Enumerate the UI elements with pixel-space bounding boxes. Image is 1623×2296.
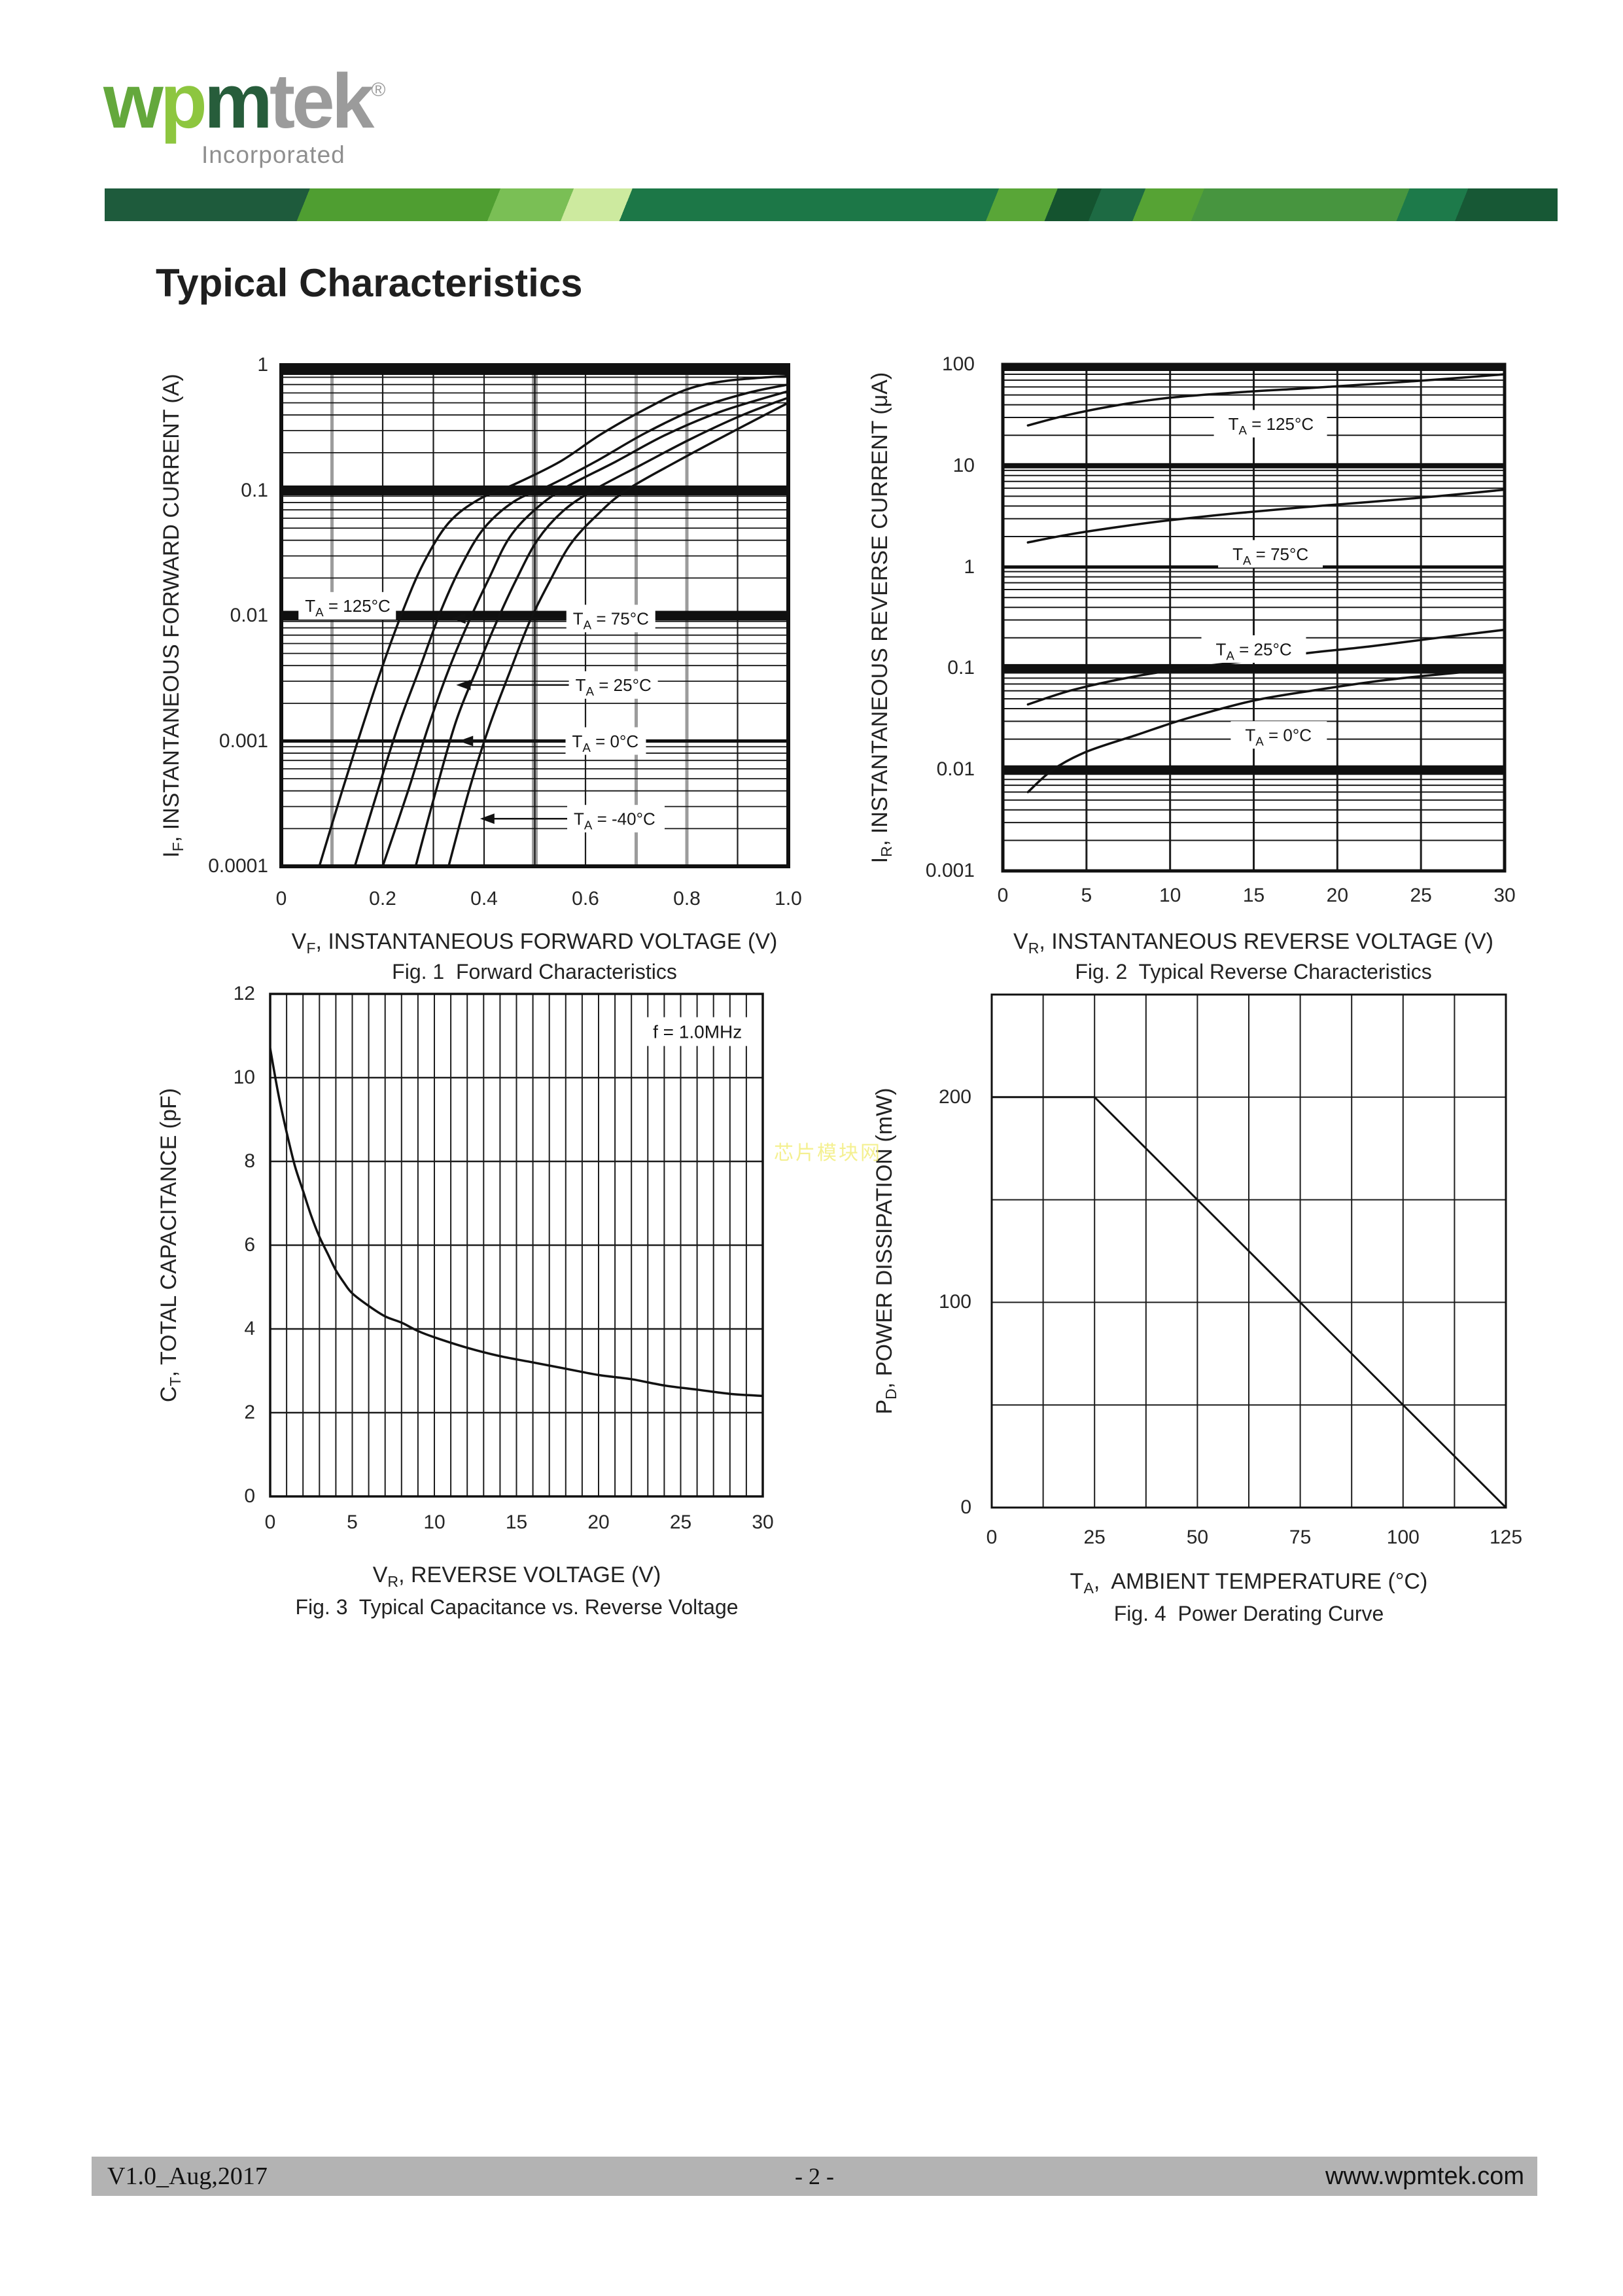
fig4-caption: Fig. 4 Power Derating Curve [1113, 1602, 1384, 1625]
fig1-label-4: TA = -40°C [574, 809, 655, 832]
fig1-curve-2 [381, 390, 788, 866]
fig3-x-tick: 10 [423, 1511, 445, 1533]
fig3-y-tick: 0 [244, 1485, 255, 1507]
fig2-plot: TA = 125°C TA = 75°C TA = 25°C TA = 0°C [1001, 362, 1507, 873]
fig2-curve-1 [1026, 488, 1505, 544]
fig1-y-tick: 1 [257, 354, 268, 376]
fig3-y-tick: 10 [233, 1067, 255, 1088]
fig2-curve-0 [1026, 373, 1505, 427]
header-banner [105, 188, 1558, 221]
fig2-x-tick: 30 [1493, 885, 1516, 906]
fig4-x-tick: 0 [986, 1527, 998, 1548]
logo-letter-p: p [160, 58, 207, 145]
footer-page-number: - 2 - [795, 2163, 834, 2189]
fig1-y-tick: 0.1 [241, 479, 268, 501]
fig2-curve-3 [1026, 667, 1505, 794]
fig3-label-0: f = 1.0MHz [653, 1022, 742, 1042]
fig1-x-axis-title: VF, INSTANTANEOUS FORWARD VOLTAGE (V) [291, 929, 778, 957]
fig2-y-tick: 0.001 [925, 860, 975, 881]
logo-subtitle: Incorporated [201, 141, 345, 168]
fig2-x-tick: 5 [1081, 885, 1092, 906]
fig3-y-tick: 4 [244, 1318, 255, 1339]
fig4-x-tick: 75 [1289, 1527, 1312, 1548]
fig4-curve-0 [992, 1096, 1506, 1508]
fig1-label-2: TA = 25°C [576, 675, 652, 698]
fig3-x-tick: 25 [669, 1511, 692, 1533]
registered-mark-icon: ® [371, 79, 386, 101]
fig1-x-tick: 0 [275, 888, 287, 910]
fig4-x-axis-title: TA, AMBIENT TEMPERATURE (°C) [1070, 1569, 1428, 1597]
fig1-curve-4 [447, 401, 788, 866]
fig3-x-axis-title: VR, REVERSE VOLTAGE (V) [372, 1563, 661, 1590]
fig1-label-3: TA = 0°C [572, 732, 639, 754]
fig3-curve-0 [270, 1047, 763, 1398]
fig2-x-tick: 15 [1242, 885, 1265, 906]
fig2-label-0: TA = 125°C [1229, 414, 1314, 437]
fig4-y-axis-title: PD, POWER DISSIPATION (mW) [872, 1087, 899, 1415]
fig1-y-tick: 0.01 [230, 605, 268, 626]
fig4-x-tick: 50 [1186, 1527, 1209, 1548]
watermark-text: 芯片模块网 [774, 1142, 882, 1164]
fig2-x-axis-title: VR, INSTANTANEOUS REVERSE VOLTAGE (V) [1013, 929, 1493, 957]
fig3-caption: Fig. 3 Typical Capacitance vs. Reverse V… [295, 1595, 739, 1619]
footer-version: V1.0_Aug,2017 [107, 2163, 268, 2190]
fig2-label-1: TA = 75°C [1232, 544, 1308, 567]
logo-wordmark: wpmtek® [103, 63, 385, 140]
fig2-label-3: TA = 0°C [1245, 726, 1312, 749]
fig1-x-tick: 1.0 [775, 888, 802, 910]
fig3-y-tick: 2 [244, 1402, 255, 1423]
fig3-y-tick: 8 [244, 1150, 255, 1172]
fig2-x-tick: 0 [997, 885, 1009, 906]
fig2-y-tick: 10 [952, 454, 975, 476]
fig3-y-tick: 12 [233, 983, 255, 1004]
fig4-y-tick: 0 [960, 1496, 971, 1518]
fig4-y-tick: 200 [938, 1086, 971, 1108]
footer-bar: V1.0_Aug,2017 - 2 - www.wpmtek.com [92, 2157, 1537, 2196]
fig1-x-tick: 0.8 [673, 888, 701, 910]
fig2-y-tick: 100 [941, 353, 975, 375]
logo-letter-m: m [203, 58, 273, 145]
logo-letter-w: w [103, 58, 164, 145]
fig2-label-2: TA = 25°C [1216, 639, 1292, 662]
footer-website-link[interactable]: www.wpmtek.com [1325, 2162, 1524, 2190]
fig2-y-tick: 0.01 [936, 758, 975, 781]
fig4-plot [990, 993, 1507, 1509]
fig3-y-tick: 6 [244, 1234, 255, 1256]
fig4-x-tick: 25 [1083, 1527, 1106, 1548]
fig3-x-tick: 20 [587, 1511, 610, 1533]
company-logo: wpmtek® Incorporated [103, 63, 385, 167]
fig2-x-tick: 10 [1159, 885, 1181, 906]
fig1-curve-0 [318, 374, 788, 866]
fig1-label-1: TA = 75°C [573, 609, 649, 632]
fig1-label-0: TA = 125°C [305, 596, 391, 619]
fig3-x-tick: 5 [347, 1511, 358, 1533]
fig3-x-tick: 30 [752, 1511, 774, 1533]
fig1-x-tick: 0.6 [572, 888, 599, 910]
fig4-x-tick: 125 [1489, 1527, 1523, 1548]
fig1-x-tick: 0.2 [369, 888, 396, 910]
fig1-y-tick: 0.0001 [208, 855, 268, 877]
fig1-y-tick: 0.001 [218, 730, 268, 752]
fig2-y-axis-title: IR, INSTANTANEOUS REVERSE CURRENT (μA) [867, 372, 895, 864]
fig1-x-tick: 0.4 [470, 888, 498, 910]
fig2-y-tick: 1 [964, 556, 975, 578]
fig2-x-tick: 25 [1410, 885, 1432, 906]
fig1-caption: Fig. 1 Forward Characteristics [392, 960, 677, 983]
fig2-y-tick: 0.1 [947, 657, 975, 679]
fig1-plot: TA = 125°C TA = 75°C TA = 25°C TA = 0°C TA =… [279, 363, 790, 868]
fig4-x-tick: 100 [1386, 1527, 1420, 1548]
fig4-y-tick: 100 [938, 1291, 971, 1313]
fig3-x-tick: 15 [505, 1511, 528, 1533]
logo-tek: tek [269, 58, 375, 145]
fig2-x-tick: 20 [1326, 885, 1349, 906]
page-title: Typical Characteristics [156, 261, 583, 305]
fig1-curve-1 [353, 383, 788, 866]
fig3-x-tick: 0 [264, 1511, 276, 1533]
fig1-curve-3 [414, 396, 788, 866]
fig2-caption: Fig. 2 Typical Reverse Characteristics [1075, 960, 1432, 983]
fig3-plot: f = 1.0MHz [269, 993, 764, 1498]
